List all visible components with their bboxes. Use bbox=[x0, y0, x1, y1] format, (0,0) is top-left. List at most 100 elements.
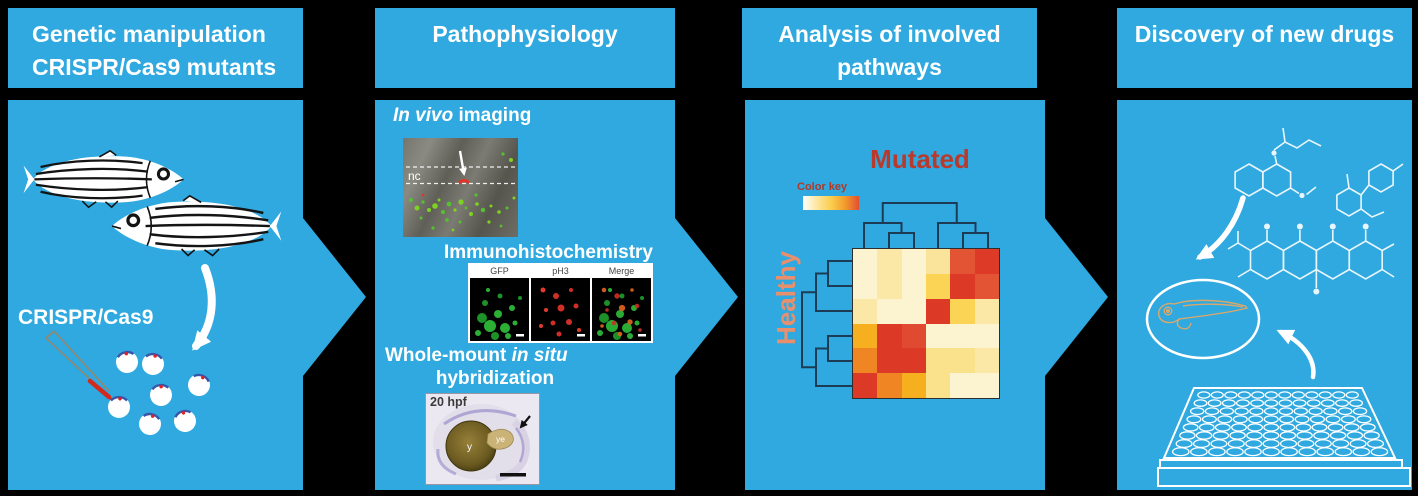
flow-arrow-3 bbox=[1045, 218, 1108, 376]
pointer-arrow-icon bbox=[458, 150, 467, 176]
gfp-positive-cells bbox=[409, 152, 516, 232]
immunohistochemistry-label: Immunohistochemistry bbox=[443, 242, 653, 263]
panel4-body bbox=[1117, 100, 1412, 490]
in-vivo-imaging-label: In vivo imaging bbox=[393, 105, 531, 127]
whole-mount-label-line1: Whole-mount in situ bbox=[385, 345, 568, 367]
panel2-body: In vivo imaging nc Immunohistochemistry bbox=[375, 100, 675, 490]
whole-mount-label-line2: hybridization bbox=[435, 368, 555, 389]
heatmap-cell-r6c1 bbox=[853, 373, 878, 398]
in-vivo-microscopy-image: nc bbox=[403, 138, 518, 237]
in-situ-italic: in situ bbox=[511, 345, 568, 366]
heatmap-cell-r5c2 bbox=[877, 348, 902, 374]
zebrafish-eggs bbox=[108, 350, 210, 435]
notochord-label: nc bbox=[408, 169, 421, 183]
egg bbox=[108, 395, 130, 418]
heatmap-cell-r1c5 bbox=[950, 249, 975, 274]
flow-arrow-2 bbox=[675, 218, 738, 376]
imaging-text: imaging bbox=[453, 105, 532, 126]
panel3-header-line1: Analysis of involved bbox=[778, 21, 1001, 47]
color-key-gradient bbox=[803, 196, 859, 210]
heatmap-cell-r2c5 bbox=[950, 273, 975, 299]
heatmap-cell-r2c4 bbox=[926, 273, 951, 299]
panel3-body: Mutated Color key Healthy bbox=[745, 100, 1045, 490]
heatmap-cell-r1c3 bbox=[901, 249, 926, 274]
heatmap-cell-r5c1 bbox=[853, 348, 878, 374]
immunohistochemistry-image: GFP pH3 Merge bbox=[468, 263, 653, 343]
injection-needle bbox=[45, 330, 116, 404]
heatmap-cell-r1c4 bbox=[926, 249, 951, 274]
zebrafish-adult-1 bbox=[21, 149, 186, 209]
row-dendrogram bbox=[801, 260, 852, 387]
yolk-label: y bbox=[467, 442, 472, 453]
ihc-ph3-panel: pH3 bbox=[531, 265, 590, 341]
curved-arrow-drugs-to-embryo bbox=[1195, 195, 1246, 260]
panel2-header: Pathophysiology bbox=[375, 8, 675, 88]
heatmap-cell-r4c6 bbox=[974, 323, 999, 349]
ihc-merge-caption: Merge bbox=[592, 265, 651, 278]
heatmap-cell-r4c5 bbox=[950, 323, 975, 349]
in-situ-embryo-image: y ye 20 hpf bbox=[425, 393, 540, 485]
heatmap-cell-r2c6 bbox=[974, 273, 999, 299]
healthy-group-label: Healthy bbox=[771, 251, 801, 345]
egg bbox=[139, 412, 161, 435]
zebrafish-larva-drawing bbox=[1158, 299, 1249, 330]
whole-mount-regular: Whole-mount bbox=[385, 345, 512, 366]
black-pointer-arrow-icon bbox=[519, 415, 531, 429]
in-vivo-italic: In vivo bbox=[393, 105, 454, 126]
curved-arrow-fish-to-eggs bbox=[192, 264, 216, 351]
heatmap-cell-r2c1 bbox=[853, 273, 878, 299]
red-signal-spot bbox=[458, 179, 470, 185]
ihc-gfp-caption: GFP bbox=[470, 265, 529, 278]
mutated-group-label: Mutated bbox=[870, 144, 970, 174]
chemical-structures bbox=[1195, 127, 1404, 295]
plate-wells bbox=[1171, 391, 1389, 457]
heatmap-cell-r1c6 bbox=[974, 249, 999, 274]
panel1-header: Genetic manipulation CRISPR/Cas9 mutants bbox=[8, 8, 303, 88]
panel1-header-line1: Genetic manipulation bbox=[32, 21, 266, 47]
color-key-label: Color key bbox=[797, 181, 848, 193]
embryo-magnifier-ellipse bbox=[1145, 278, 1261, 360]
panel1-body: CRISPR/Cas9 bbox=[8, 100, 303, 490]
embryo-yolk-extension bbox=[486, 428, 514, 450]
panel4-header-title: Discovery of new drugs bbox=[1134, 21, 1395, 47]
heatmap-cell-r4c2 bbox=[877, 323, 902, 349]
heatmap-cell-r4c1 bbox=[853, 323, 878, 349]
crispr-cas9-label: CRISPR/Cas9 bbox=[18, 306, 154, 329]
egg bbox=[150, 383, 172, 406]
panel1-header-line2: CRISPR/Cas9 mutants bbox=[32, 54, 277, 80]
egg bbox=[116, 350, 138, 373]
column-dendrogram bbox=[863, 202, 989, 248]
egg bbox=[174, 409, 196, 432]
heatmap-cell-r6c4 bbox=[926, 373, 951, 398]
heatmap-cell-r3c2 bbox=[877, 298, 902, 324]
panel2-header-title: Pathophysiology bbox=[432, 21, 618, 47]
heatmap-cell-r3c4 bbox=[926, 298, 951, 324]
heatmap-cell-r6c3 bbox=[901, 373, 926, 398]
panel4-header: Discovery of new drugs bbox=[1117, 8, 1412, 88]
heatmap-cell-r6c2 bbox=[877, 373, 902, 398]
embryo-drawing: y ye bbox=[433, 404, 531, 482]
panel3-header: Analysis of involved pathways bbox=[742, 8, 1037, 88]
flow-arrow-1 bbox=[303, 218, 366, 376]
heatmap-cell-r2c2 bbox=[877, 273, 902, 299]
96-well-plate bbox=[1157, 387, 1411, 487]
heatmap-cell-r2c3 bbox=[901, 273, 926, 299]
scale-bar bbox=[500, 473, 526, 477]
heatmap-cell-r3c1 bbox=[853, 298, 878, 324]
heatmap-cell-r5c3 bbox=[901, 348, 926, 374]
ihc-merge-panel: Merge bbox=[592, 265, 651, 341]
genetic-manipulation-illustration bbox=[21, 149, 283, 435]
heatmap-cell-r3c3 bbox=[901, 298, 926, 324]
heatmap-cell-r3c5 bbox=[950, 298, 975, 324]
heatmap-cell-r6c6 bbox=[974, 373, 999, 398]
heatmap-cell-r3c6 bbox=[974, 298, 999, 324]
egg bbox=[188, 373, 210, 396]
heatmap-cell-r5c6 bbox=[974, 348, 999, 374]
heatmap-cell-r6c5 bbox=[950, 373, 975, 398]
expression-heatmap bbox=[852, 248, 1000, 399]
heatmap-cell-r4c3 bbox=[901, 323, 926, 349]
drug-molecule-drawings bbox=[1227, 127, 1404, 295]
heatmap-cell-r5c5 bbox=[950, 348, 975, 374]
curved-arrow-plate-to-embryo bbox=[1276, 329, 1316, 380]
